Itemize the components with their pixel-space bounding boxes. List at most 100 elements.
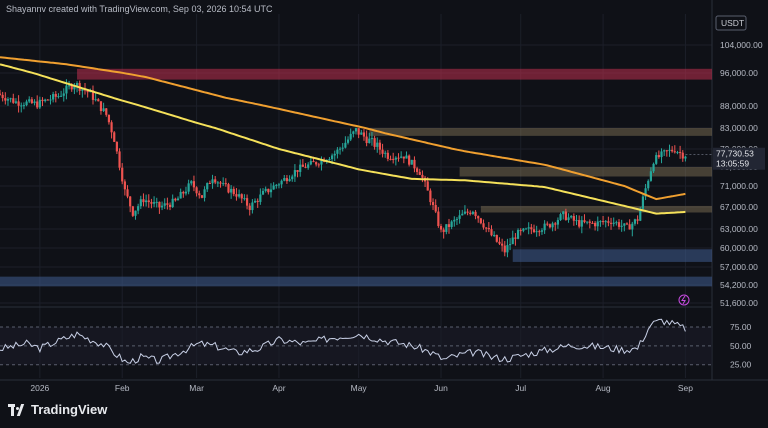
candle-body	[564, 211, 567, 221]
candle-body	[168, 204, 172, 208]
candle-body	[253, 200, 257, 203]
candle-body	[216, 182, 219, 184]
candle-body	[75, 83, 79, 86]
candle-body	[137, 206, 140, 211]
candle-body	[272, 185, 275, 190]
candle-body	[179, 191, 182, 199]
candle-body	[562, 211, 565, 215]
tradingview-logo[interactable]: TradingView	[8, 402, 107, 417]
candle-body	[67, 85, 71, 87]
candle-body	[501, 243, 504, 246]
price-axis[interactable]: 104,000.0096,000.0088,000.0083,000.0079,…	[685, 15, 765, 370]
candle-body	[408, 155, 411, 165]
candle-body	[633, 219, 637, 224]
candle-body	[439, 226, 443, 230]
candle-body	[352, 131, 355, 134]
candle-body	[70, 85, 73, 90]
candle-body	[437, 211, 440, 227]
candle-body	[330, 155, 334, 160]
candle-body	[657, 155, 660, 158]
candle-body	[652, 163, 655, 172]
candle-body	[54, 94, 57, 97]
candle-body	[405, 155, 408, 159]
candle-body	[203, 189, 206, 198]
candle-body	[609, 222, 613, 224]
time-tick-label: 2026	[30, 383, 49, 393]
candle-body	[163, 203, 166, 206]
candle-body	[535, 231, 538, 233]
candle-body	[386, 152, 389, 159]
candle-body	[649, 171, 652, 181]
candle-body	[482, 223, 485, 228]
candle-body	[240, 194, 243, 199]
candle-body	[315, 162, 318, 165]
candle-body	[474, 211, 477, 217]
candle-body	[416, 168, 419, 172]
candle-body	[522, 228, 525, 231]
candle-body	[546, 223, 549, 225]
rsi-tick-label: 75.00	[730, 322, 752, 332]
candle-body	[506, 245, 509, 253]
candle-body	[442, 229, 445, 232]
candle-body	[123, 181, 126, 190]
candle-body	[211, 179, 214, 184]
candle-body	[190, 181, 193, 184]
price-tick-label: 51,600.00	[720, 298, 758, 308]
candle-body	[548, 224, 552, 228]
zone-4	[512, 249, 712, 262]
price-tick-label: 104,000.00	[720, 40, 763, 50]
candle-body	[160, 205, 164, 208]
candle-body	[9, 98, 12, 100]
candle-body	[360, 132, 363, 135]
candle-body	[575, 220, 578, 222]
candle-body	[469, 212, 472, 214]
candle-body	[115, 141, 118, 152]
candle-body	[224, 183, 227, 185]
zone-3	[480, 205, 712, 213]
candle-body	[62, 93, 65, 96]
candle-body	[365, 136, 368, 144]
candle-body	[434, 204, 437, 212]
currency-box	[715, 15, 747, 31]
candle-body	[368, 138, 371, 144]
candle-body	[91, 90, 95, 100]
candle-body	[259, 194, 262, 202]
candle-body	[607, 221, 610, 223]
candle-body	[102, 108, 105, 112]
candle-body	[466, 211, 469, 213]
candle-body	[636, 219, 639, 221]
candle-body	[248, 205, 251, 211]
candle-body	[346, 139, 350, 143]
candle-body	[312, 161, 315, 163]
candle-body	[107, 114, 111, 123]
candle-body	[511, 237, 514, 245]
candle-body	[591, 222, 594, 224]
candle-body	[540, 230, 544, 232]
candle-body	[668, 149, 671, 152]
candle-body	[99, 101, 103, 112]
candle-body	[14, 101, 18, 103]
candle-body	[625, 223, 629, 225]
candle-body	[617, 222, 621, 227]
candle-body	[681, 152, 684, 159]
candle-body	[195, 187, 198, 194]
candle-body	[516, 230, 520, 239]
candle-body	[508, 244, 512, 246]
candle-body	[121, 167, 124, 182]
candle-body	[97, 99, 100, 102]
candle-body	[381, 149, 384, 154]
candle-body	[413, 159, 416, 169]
candle-body	[588, 221, 591, 223]
candle-body	[445, 224, 448, 232]
candle-body	[418, 171, 421, 175]
candle-body	[25, 101, 28, 106]
candle-body	[131, 206, 134, 216]
candle-body	[586, 221, 589, 223]
candle-body	[644, 188, 647, 197]
candle-body	[299, 164, 302, 172]
candle-body	[498, 241, 501, 244]
time-axis[interactable]: 2026 Feb Mar Apr May Jun Jul Aug Sep	[30, 383, 693, 393]
candle-body	[49, 99, 52, 101]
candle-body	[333, 153, 336, 156]
